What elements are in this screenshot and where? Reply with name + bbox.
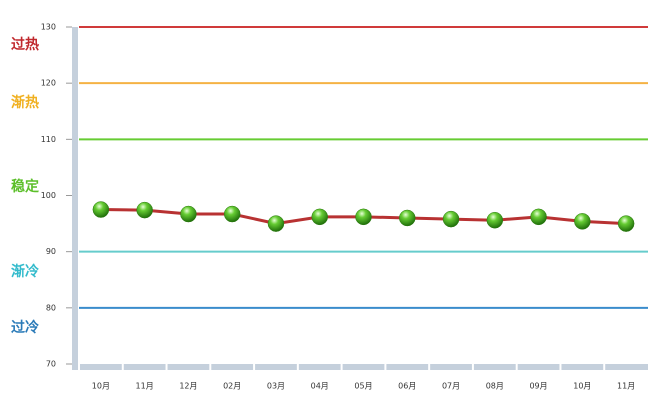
x-tick-label: 08月 [486, 382, 504, 391]
data-point [442, 210, 460, 228]
data-point [136, 201, 153, 219]
x-tick-label: 10月 [92, 382, 110, 391]
y-tick-label: 90 [46, 247, 56, 256]
data-point [267, 215, 285, 232]
zone-label: 渐热 [11, 94, 39, 111]
zone-label: 过热 [11, 36, 39, 53]
data-point [617, 215, 635, 232]
data-point [92, 201, 110, 218]
x-tick-label: 04月 [311, 382, 329, 391]
x-axis-bar [72, 364, 648, 370]
y-tick-label: 100 [41, 191, 56, 200]
x-tick-label: 11月 [136, 382, 154, 391]
data-point [574, 213, 591, 230]
y-tick-label: 110 [41, 135, 56, 144]
y-tick-label: 130 [41, 23, 56, 32]
data-point [180, 205, 197, 223]
zone-label: 过冷 [11, 319, 39, 336]
x-tick-label: 10月 [573, 382, 591, 391]
x-tick-label: 11月 [617, 382, 635, 391]
y-tick-label: 80 [46, 303, 56, 312]
data-point [486, 211, 504, 229]
y-axis-bar [72, 27, 78, 370]
x-tick-label: 06月 [398, 382, 416, 391]
zone-label: 渐冷 [11, 263, 39, 280]
data-point [223, 205, 241, 223]
x-tick-label: 03月 [267, 382, 285, 391]
data-point [355, 208, 372, 226]
data-point [530, 208, 547, 226]
x-tick-label: 09月 [529, 382, 547, 391]
data-point [399, 209, 416, 227]
x-tick-label: 05月 [354, 382, 372, 391]
y-tick-label: 120 [41, 79, 56, 88]
x-tick-label: 07月 [442, 382, 460, 391]
data-point [311, 208, 328, 226]
x-tick-label: 02月 [223, 382, 241, 391]
y-tick-label: 70 [46, 360, 56, 369]
x-tick-label: 12月 [179, 382, 197, 391]
zone-label: 稳定 [11, 178, 39, 195]
